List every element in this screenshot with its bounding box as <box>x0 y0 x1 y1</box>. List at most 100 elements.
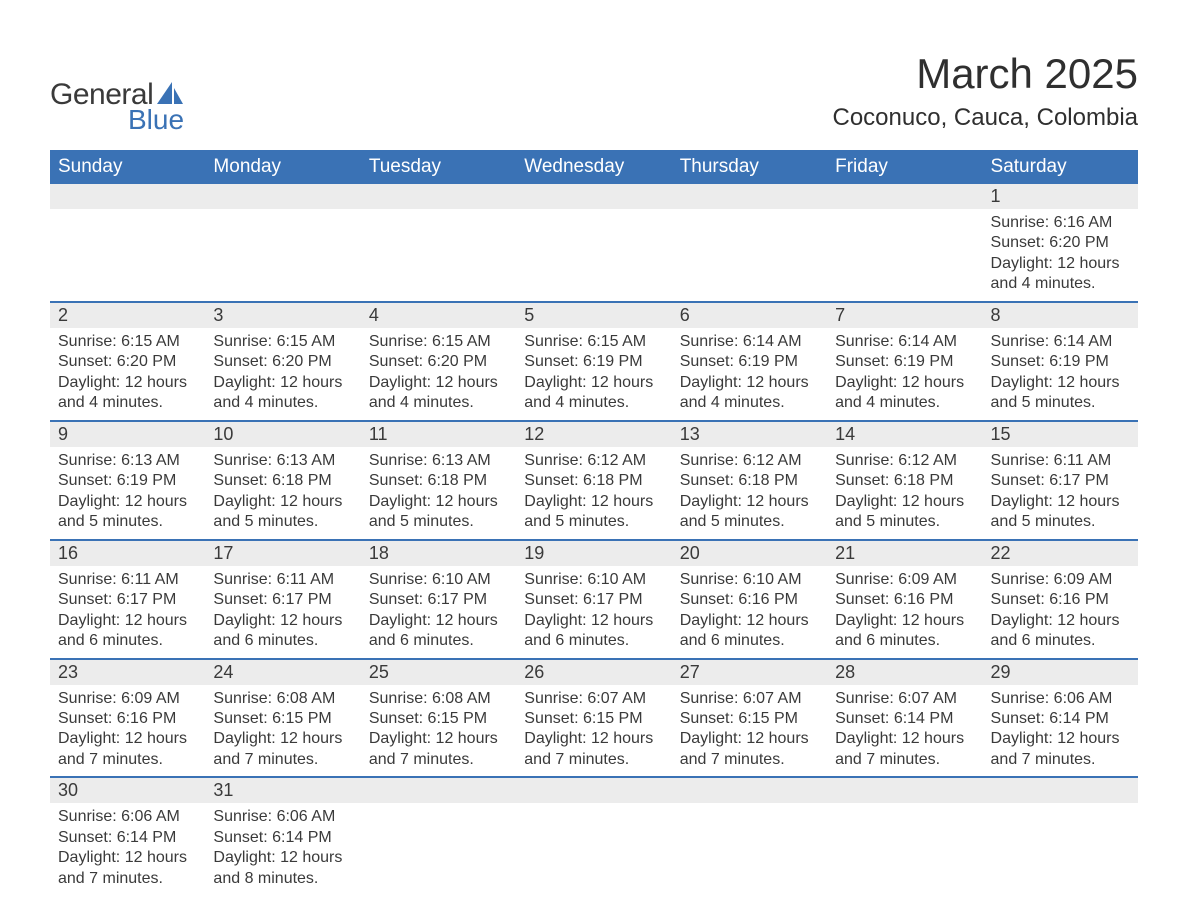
day-number-cell: 27 <box>672 659 827 685</box>
sunset-text: Sunset: 6:18 PM <box>835 471 974 491</box>
day-body-cell: Sunrise: 6:12 AMSunset: 6:18 PMDaylight:… <box>827 447 982 540</box>
sunset-text: Sunset: 6:15 PM <box>680 709 819 729</box>
day-number-cell: 20 <box>672 540 827 566</box>
day-number-cell <box>516 777 671 803</box>
header-row: General Blue March 2025 Coconuco, Cauca,… <box>50 50 1138 136</box>
calendar-table: Sunday Monday Tuesday Wednesday Thursday… <box>50 150 1138 895</box>
day-number-cell: 12 <box>516 421 671 447</box>
daylight-text: Daylight: 12 hours <box>58 848 197 868</box>
day-number-cell: 5 <box>516 302 671 328</box>
daylight-text: and 5 minutes. <box>680 512 819 532</box>
daylight-text: Daylight: 12 hours <box>524 373 663 393</box>
sunrise-text: Sunrise: 6:09 AM <box>991 570 1130 590</box>
daylight-text: Daylight: 12 hours <box>835 373 974 393</box>
sunrise-text: Sunrise: 6:06 AM <box>213 807 352 827</box>
day-number-cell <box>672 777 827 803</box>
day-number-cell: 11 <box>361 421 516 447</box>
sunset-text: Sunset: 6:18 PM <box>524 471 663 491</box>
day-number-row: 3031 <box>50 777 1138 803</box>
day-header-row: Sunday Monday Tuesday Wednesday Thursday… <box>50 150 1138 184</box>
day-body-row: Sunrise: 6:13 AMSunset: 6:19 PMDaylight:… <box>50 447 1138 540</box>
sunrise-text: Sunrise: 6:15 AM <box>369 332 508 352</box>
sunset-text: Sunset: 6:18 PM <box>369 471 508 491</box>
day-body-cell <box>516 803 671 895</box>
day-number-cell: 23 <box>50 659 205 685</box>
daylight-text: and 5 minutes. <box>991 393 1130 413</box>
day-body-row: Sunrise: 6:11 AMSunset: 6:17 PMDaylight:… <box>50 566 1138 659</box>
daylight-text: and 7 minutes. <box>835 750 974 770</box>
sunset-text: Sunset: 6:20 PM <box>58 352 197 372</box>
day-body-cell: Sunrise: 6:15 AMSunset: 6:19 PMDaylight:… <box>516 328 671 421</box>
daylight-text: Daylight: 12 hours <box>680 492 819 512</box>
sunrise-text: Sunrise: 6:09 AM <box>58 689 197 709</box>
sunset-text: Sunset: 6:20 PM <box>991 233 1130 253</box>
daylight-text: and 5 minutes. <box>991 512 1130 532</box>
daylight-text: Daylight: 12 hours <box>991 492 1130 512</box>
sunrise-text: Sunrise: 6:12 AM <box>680 451 819 471</box>
day-number-cell <box>827 777 982 803</box>
daylight-text: Daylight: 12 hours <box>369 373 508 393</box>
sunset-text: Sunset: 6:16 PM <box>58 709 197 729</box>
daylight-text: Daylight: 12 hours <box>991 254 1130 274</box>
day-body-cell: Sunrise: 6:08 AMSunset: 6:15 PMDaylight:… <box>361 685 516 778</box>
day-body-cell: Sunrise: 6:12 AMSunset: 6:18 PMDaylight:… <box>516 447 671 540</box>
daylight-text: Daylight: 12 hours <box>369 729 508 749</box>
day-body-cell: Sunrise: 6:15 AMSunset: 6:20 PMDaylight:… <box>361 328 516 421</box>
day-body-cell: Sunrise: 6:10 AMSunset: 6:17 PMDaylight:… <box>516 566 671 659</box>
day-header: Monday <box>205 150 360 184</box>
daylight-text: and 7 minutes. <box>213 750 352 770</box>
sunset-text: Sunset: 6:15 PM <box>213 709 352 729</box>
daylight-text: and 4 minutes. <box>58 393 197 413</box>
day-body-cell: Sunrise: 6:11 AMSunset: 6:17 PMDaylight:… <box>983 447 1138 540</box>
day-body-cell: Sunrise: 6:10 AMSunset: 6:17 PMDaylight:… <box>361 566 516 659</box>
daylight-text: and 4 minutes. <box>524 393 663 413</box>
day-number-cell: 15 <box>983 421 1138 447</box>
day-number-cell: 9 <box>50 421 205 447</box>
sunset-text: Sunset: 6:17 PM <box>58 590 197 610</box>
sunrise-text: Sunrise: 6:11 AM <box>213 570 352 590</box>
logo: General Blue <box>50 50 184 136</box>
sunrise-text: Sunrise: 6:14 AM <box>680 332 819 352</box>
day-body-row: Sunrise: 6:15 AMSunset: 6:20 PMDaylight:… <box>50 328 1138 421</box>
day-number-cell: 22 <box>983 540 1138 566</box>
day-number-cell <box>361 777 516 803</box>
sunset-text: Sunset: 6:19 PM <box>524 352 663 372</box>
day-header: Wednesday <box>516 150 671 184</box>
sunset-text: Sunset: 6:16 PM <box>835 590 974 610</box>
daylight-text: Daylight: 12 hours <box>369 492 508 512</box>
daylight-text: and 5 minutes. <box>524 512 663 532</box>
daylight-text: Daylight: 12 hours <box>213 729 352 749</box>
day-number-cell: 4 <box>361 302 516 328</box>
day-number-cell: 26 <box>516 659 671 685</box>
daylight-text: and 6 minutes. <box>524 631 663 651</box>
sunrise-text: Sunrise: 6:14 AM <box>991 332 1130 352</box>
daylight-text: Daylight: 12 hours <box>213 373 352 393</box>
daylight-text: Daylight: 12 hours <box>680 373 819 393</box>
day-body-cell: Sunrise: 6:16 AMSunset: 6:20 PMDaylight:… <box>983 209 1138 302</box>
daylight-text: Daylight: 12 hours <box>58 729 197 749</box>
day-body-cell <box>983 803 1138 895</box>
day-body-cell <box>50 209 205 302</box>
day-number-cell: 29 <box>983 659 1138 685</box>
day-body-cell: Sunrise: 6:09 AMSunset: 6:16 PMDaylight:… <box>50 685 205 778</box>
calendar-thead: Sunday Monday Tuesday Wednesday Thursday… <box>50 150 1138 184</box>
day-body-cell: Sunrise: 6:15 AMSunset: 6:20 PMDaylight:… <box>50 328 205 421</box>
daylight-text: and 7 minutes. <box>369 750 508 770</box>
day-number-cell: 13 <box>672 421 827 447</box>
sunrise-text: Sunrise: 6:10 AM <box>524 570 663 590</box>
sunset-text: Sunset: 6:17 PM <box>213 590 352 610</box>
month-title: March 2025 <box>833 50 1139 98</box>
sunset-text: Sunset: 6:20 PM <box>213 352 352 372</box>
sunrise-text: Sunrise: 6:11 AM <box>991 451 1130 471</box>
sunrise-text: Sunrise: 6:06 AM <box>991 689 1130 709</box>
day-body-cell: Sunrise: 6:06 AMSunset: 6:14 PMDaylight:… <box>205 803 360 895</box>
day-number-cell: 18 <box>361 540 516 566</box>
day-body-cell: Sunrise: 6:09 AMSunset: 6:16 PMDaylight:… <box>983 566 1138 659</box>
day-header: Thursday <box>672 150 827 184</box>
daylight-text: and 6 minutes. <box>213 631 352 651</box>
day-body-cell: Sunrise: 6:09 AMSunset: 6:16 PMDaylight:… <box>827 566 982 659</box>
daylight-text: and 5 minutes. <box>58 512 197 532</box>
day-number-cell: 25 <box>361 659 516 685</box>
sunrise-text: Sunrise: 6:13 AM <box>213 451 352 471</box>
sunrise-text: Sunrise: 6:06 AM <box>58 807 197 827</box>
